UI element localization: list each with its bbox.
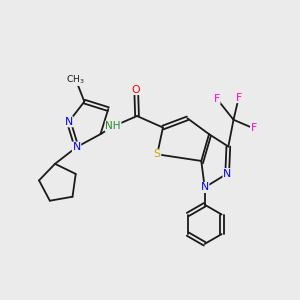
Text: F: F	[214, 94, 220, 104]
Text: CH$_3$: CH$_3$	[66, 73, 85, 86]
Text: F: F	[236, 93, 242, 103]
Text: N: N	[65, 117, 73, 127]
Text: O: O	[132, 85, 140, 94]
Text: N: N	[201, 182, 209, 192]
Text: N: N	[223, 169, 231, 178]
Text: S: S	[154, 149, 161, 159]
Text: F: F	[250, 123, 257, 134]
Text: NH: NH	[105, 122, 121, 131]
Text: N: N	[72, 142, 81, 152]
